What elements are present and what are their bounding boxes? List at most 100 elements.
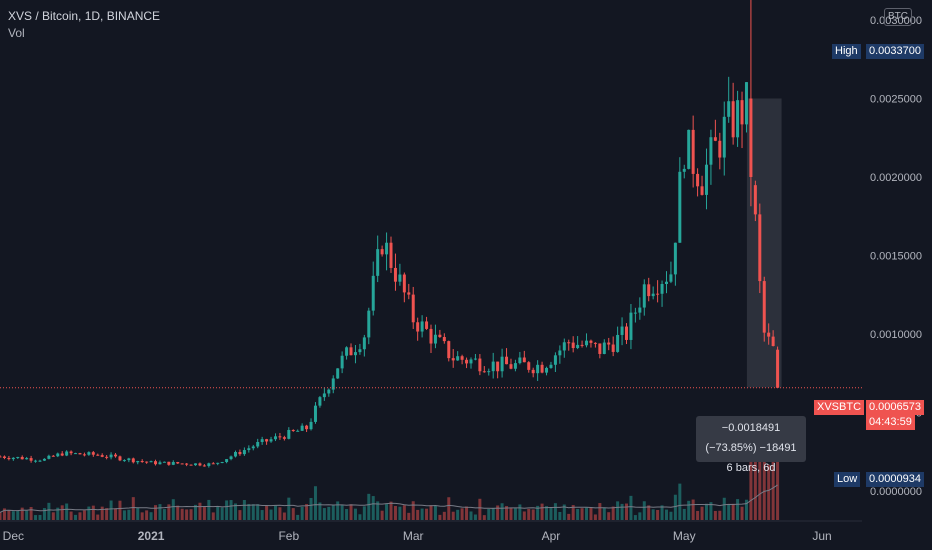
candle-body[interactable] (11, 457, 15, 460)
candle-body[interactable] (545, 367, 549, 373)
candle-body[interactable] (460, 356, 464, 360)
candle-body[interactable] (500, 356, 504, 372)
candle-body[interactable] (700, 186, 704, 195)
candle-body[interactable] (664, 281, 668, 285)
candle-body[interactable] (367, 310, 371, 338)
candle-body[interactable] (216, 462, 220, 464)
candle-body[interactable] (473, 358, 477, 360)
candle-body[interactable] (82, 454, 86, 456)
candle-body[interactable] (353, 352, 357, 356)
candle-body[interactable] (727, 101, 731, 117)
candle-body[interactable] (296, 430, 300, 432)
candle-body[interactable] (478, 358, 482, 372)
candle-body[interactable] (416, 322, 420, 332)
candle-body[interactable] (642, 284, 646, 308)
candle-body[interactable] (420, 321, 424, 332)
candle-body[interactable] (118, 456, 122, 461)
candle-body[interactable] (513, 363, 517, 369)
candle-body[interactable] (25, 458, 29, 460)
candle-body[interactable] (158, 462, 162, 465)
candle-body[interactable] (651, 293, 655, 297)
candle-body[interactable] (740, 100, 744, 125)
candle-body[interactable] (407, 292, 411, 295)
candle-body[interactable] (389, 242, 393, 268)
candle-body[interactable] (167, 461, 171, 465)
candle-body[interactable] (607, 342, 611, 345)
candle-body[interactable] (358, 349, 362, 353)
candle-body[interactable] (673, 242, 677, 275)
candle-body[interactable] (491, 361, 495, 372)
candle-body[interactable] (47, 455, 51, 459)
candle-body[interactable] (198, 463, 202, 466)
candle-body[interactable] (722, 116, 726, 158)
candle-body[interactable] (105, 456, 109, 458)
candle-body[interactable] (313, 405, 317, 422)
candle-body[interactable] (265, 439, 269, 442)
candle-body[interactable] (562, 342, 566, 351)
price-axis[interactable] (862, 0, 932, 520)
candle-body[interactable] (349, 347, 353, 356)
candle-body[interactable] (185, 463, 189, 465)
candle-body[interactable] (380, 249, 384, 255)
candle-body[interactable] (2, 456, 6, 459)
candle-body[interactable] (749, 98, 753, 178)
candle-body[interactable] (376, 249, 380, 276)
candle-body[interactable] (611, 344, 615, 352)
candle-body[interactable] (776, 349, 780, 388)
candle-body[interactable] (131, 458, 135, 463)
candle-body[interactable] (633, 312, 637, 314)
candle-body[interactable] (682, 168, 686, 172)
candle-body[interactable] (122, 460, 126, 462)
candle-body[interactable] (194, 463, 198, 466)
candle-body[interactable] (482, 371, 486, 373)
candle-body[interactable] (625, 326, 629, 340)
candle-body[interactable] (78, 453, 82, 455)
currency-button[interactable]: BTC (884, 8, 912, 26)
candle-body[interactable] (487, 371, 491, 373)
candle-body[interactable] (469, 359, 473, 364)
candle-body[interactable] (176, 462, 180, 464)
candle-body[interactable] (438, 334, 442, 338)
candle-body[interactable] (393, 267, 397, 282)
candle-body[interactable] (282, 437, 286, 439)
candle-body[interactable] (558, 350, 562, 356)
candle-body[interactable] (411, 294, 415, 323)
candle-body[interactable] (402, 274, 406, 293)
candle-body[interactable] (51, 455, 55, 457)
candle-body[interactable] (278, 436, 282, 438)
candle-body[interactable] (442, 337, 446, 342)
candle-body[interactable] (713, 137, 717, 141)
candle-body[interactable] (509, 364, 513, 369)
candle-body[interactable] (273, 436, 277, 440)
candle-body[interactable] (233, 452, 237, 457)
candle-body[interactable] (531, 369, 535, 374)
candle-body[interactable] (100, 455, 104, 457)
candle-body[interactable] (731, 101, 735, 138)
candle-body[interactable] (149, 461, 153, 463)
candle-body[interactable] (109, 454, 113, 458)
candle-body[interactable] (433, 334, 437, 344)
candle-body[interactable] (65, 451, 69, 456)
candle-body[interactable] (74, 453, 78, 455)
candle-body[interactable] (629, 312, 633, 340)
candle-body[interactable] (7, 458, 11, 460)
candle-body[interactable] (602, 342, 606, 354)
candle-body[interactable] (56, 453, 60, 457)
candle-body[interactable] (145, 461, 149, 463)
candle-body[interactable] (34, 460, 38, 462)
candle-body[interactable] (744, 82, 748, 125)
candle-body[interactable] (171, 462, 175, 465)
candle-body[interactable] (398, 274, 402, 282)
candle-body[interactable] (340, 355, 344, 369)
candle-body[interactable] (162, 461, 166, 463)
candle-body[interactable] (527, 362, 531, 370)
candle-body[interactable] (678, 171, 682, 243)
candle-body[interactable] (447, 341, 451, 359)
candle-body[interactable] (211, 463, 215, 465)
candle-body[interactable] (16, 456, 20, 458)
candle-body[interactable] (114, 454, 118, 457)
candle-body[interactable] (331, 378, 335, 390)
candle-body[interactable] (336, 368, 340, 379)
candle-body[interactable] (269, 439, 273, 442)
